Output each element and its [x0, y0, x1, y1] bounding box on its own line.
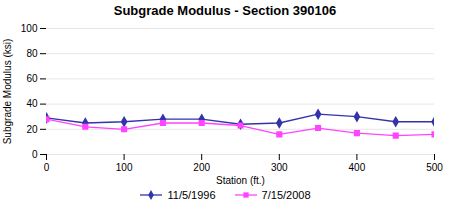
- svg-text:0: 0: [44, 162, 50, 173]
- svg-text:100: 100: [116, 162, 133, 173]
- svg-text:200: 200: [193, 162, 210, 173]
- svg-text:300: 300: [271, 162, 288, 173]
- svg-text:0: 0: [32, 149, 38, 160]
- svg-text:100: 100: [21, 23, 38, 34]
- html-text:Subgrade Modulus - Section 390: Subgrade Modulus - Section 390106: [113, 3, 337, 18]
- svg-text:20: 20: [26, 124, 38, 135]
- svg-text:Subgrade Modulus (ksi): Subgrade Modulus (ksi): [2, 39, 13, 145]
- html-text:11/5/1996: 11/5/1996: [167, 189, 216, 201]
- svg-text:60: 60: [26, 73, 38, 84]
- svg-text:500: 500: [426, 162, 443, 173]
- html-text:7/15/2008: 7/15/2008: [261, 189, 311, 201]
- svg-text:Station (ft.): Station (ft.): [216, 175, 265, 186]
- svg-text:400: 400: [349, 162, 366, 173]
- svg-text:40: 40: [26, 98, 38, 109]
- svg-text:80: 80: [26, 48, 38, 59]
